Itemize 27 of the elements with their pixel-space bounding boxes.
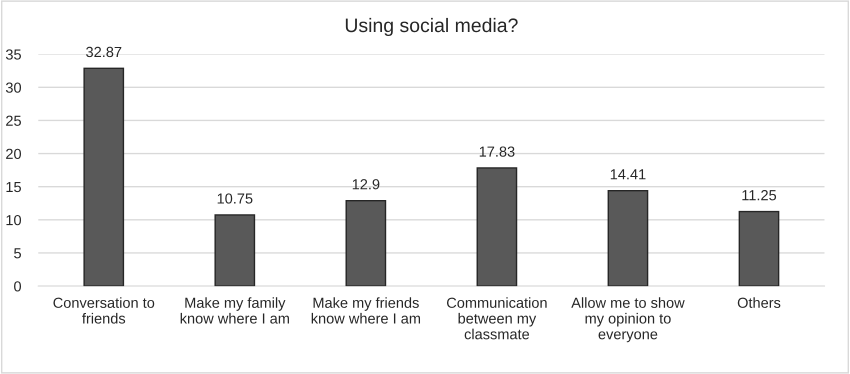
y-tick-label: 25 <box>6 116 21 126</box>
y-tick-label: 30 <box>6 82 22 93</box>
bar <box>83 68 124 286</box>
data-label: 32.87 <box>86 46 122 58</box>
chart-title: Using social media? <box>346 18 518 36</box>
x-tick-label: Others <box>738 297 780 308</box>
x-tick-label: Make my family know where I am <box>180 297 289 324</box>
y-tick-label: 35 <box>6 49 21 60</box>
y-tick-label: 0 <box>14 281 22 292</box>
data-label: 10.75 <box>218 193 252 204</box>
y-tick-label: 10 <box>6 214 22 226</box>
bar <box>476 167 518 286</box>
y-tick-label: 15 <box>6 182 21 192</box>
data-label: 17.83 <box>480 146 515 157</box>
x-tick-label: Make my friends know where I am <box>312 297 420 324</box>
bar <box>214 214 256 286</box>
bar <box>608 190 648 286</box>
bar <box>738 210 780 286</box>
data-label: 14.41 <box>610 169 646 180</box>
x-tick-label: Allow me to show my opinion to everyone <box>571 297 685 342</box>
y-tick-label: 5 <box>14 248 21 258</box>
x-tick-label: Communication between my classmate <box>446 297 547 340</box>
bar <box>346 200 386 286</box>
data-label: 12.9 <box>352 179 380 190</box>
x-tick-label: Conversation to friends <box>53 297 154 324</box>
y-tick-label: 20 <box>6 148 22 160</box>
data-label: 11.25 <box>742 190 776 200</box>
